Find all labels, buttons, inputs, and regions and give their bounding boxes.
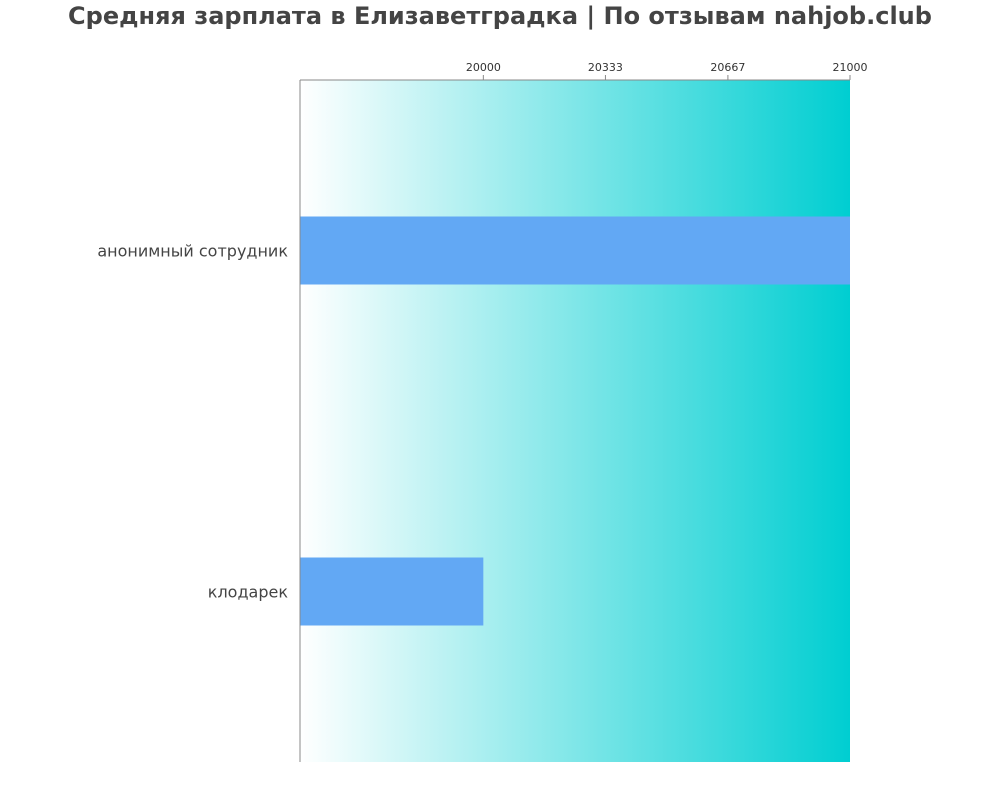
tick-label: 20333 [588, 61, 623, 74]
category-label: анонимный сотрудник [97, 242, 288, 261]
category-label: клодарек [208, 583, 289, 602]
tick-label: 20000 [466, 61, 501, 74]
chart-title: Средняя зарплата в Елизаветградка | По о… [68, 2, 932, 30]
tick-label: 20667 [710, 61, 745, 74]
tick-label: 21000 [833, 61, 868, 74]
bar [300, 216, 850, 285]
plot-background [300, 80, 850, 762]
bar [300, 557, 484, 626]
